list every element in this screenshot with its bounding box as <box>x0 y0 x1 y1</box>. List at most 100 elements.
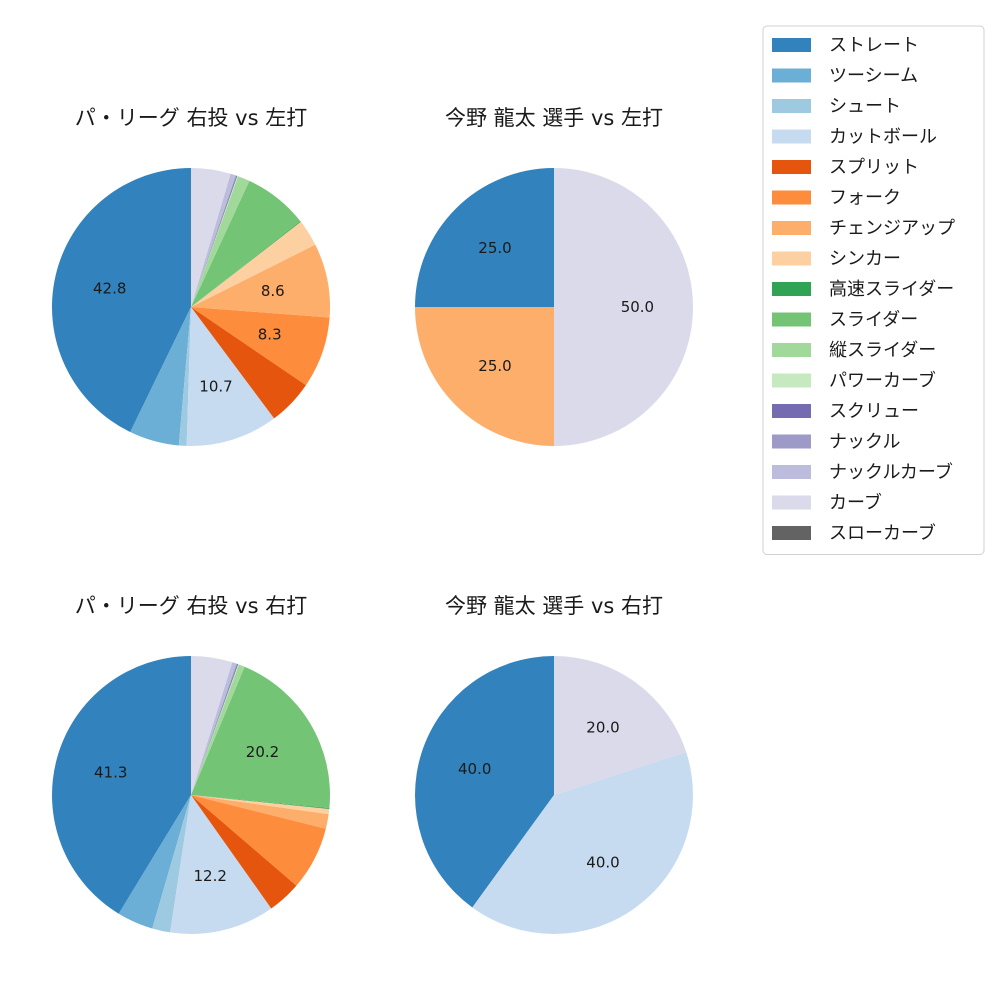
legend-label: ツーシーム <box>829 66 918 87</box>
pie-chart-4: 今野 龍太 選手 vs 右打 40.0 40.0 20.0 <box>415 594 694 934</box>
pie-slice <box>554 656 687 795</box>
legend-entry: シンカー <box>772 249 901 270</box>
pie-slice <box>191 664 245 795</box>
legend-label: スライダー <box>829 310 918 331</box>
pie-slice <box>191 662 237 795</box>
legend-label: シンカー <box>829 249 901 270</box>
pie-slice <box>191 666 330 809</box>
legend-entry: フォーク <box>772 188 901 209</box>
legend-swatch <box>772 251 811 266</box>
pie-slice <box>191 175 238 307</box>
pie-chart-3: パ・リーグ 右投 vs 右打 41.3 12.2 20.2 <box>52 594 330 934</box>
pie-slice <box>191 663 239 795</box>
legend-entry: ナックルカーブ <box>772 461 953 483</box>
legend-swatch <box>772 404 811 418</box>
pie-slice <box>186 307 275 446</box>
pie-slice <box>191 173 236 307</box>
pie-chart-2: 今野 龍太 選手 vs 左打 25.0 25.0 50.0 <box>415 106 693 446</box>
pie-slice <box>191 176 250 307</box>
chart-title: パ・リーグ 右投 vs 左打 <box>75 106 307 130</box>
legend-label: 縦スライダー <box>829 340 936 361</box>
legend-swatch <box>772 190 811 205</box>
pie-slice <box>415 168 554 307</box>
legend-swatch <box>772 68 811 83</box>
slice-label: 25.0 <box>478 357 511 375</box>
legend-entry: スローカーブ <box>772 522 936 544</box>
slice-label: 42.8 <box>93 279 126 297</box>
pie-slice <box>191 175 239 307</box>
legend-label: シュート <box>829 96 901 117</box>
pie-slice <box>118 795 191 929</box>
slice-label: 40.0 <box>586 854 619 872</box>
legend-entry: 縦スライダー <box>772 340 936 361</box>
legend-entry: チェンジアップ <box>772 218 955 239</box>
slice-label: 10.7 <box>199 378 232 396</box>
legend-label: フォーク <box>829 188 901 209</box>
legend-entry: パワーカーブ <box>772 370 936 392</box>
legend-label: カットボール <box>829 127 937 148</box>
legend-entry: シュート <box>772 96 901 117</box>
legend-swatch <box>772 129 811 144</box>
slice-label: 12.2 <box>193 867 226 885</box>
slice-label: 20.2 <box>246 743 279 761</box>
legend-swatch <box>772 99 811 113</box>
legend-swatch <box>772 495 811 510</box>
legend-swatch <box>772 465 811 479</box>
legend-swatch <box>772 343 811 357</box>
pie-slice <box>191 175 237 307</box>
legend-entry: ストレート <box>772 35 919 56</box>
chart-title: パ・リーグ 右投 vs 右打 <box>75 594 307 618</box>
pie-slice <box>191 221 301 307</box>
legend-label: ストレート <box>829 35 919 56</box>
legend-frame <box>762 25 985 555</box>
pie-slice <box>191 795 326 886</box>
legend-entry: スプリット <box>772 157 919 178</box>
slice-label: 8.6 <box>261 282 285 300</box>
legend-entry: スクリュー <box>772 401 919 422</box>
legend-label: スローカーブ <box>829 522 936 544</box>
pie-slice <box>554 168 693 446</box>
pie-slice <box>415 307 554 446</box>
legend-label: パワーカーブ <box>829 370 936 392</box>
pie-slice <box>191 168 231 307</box>
pie-slice <box>472 752 694 934</box>
legend-swatch <box>772 221 811 235</box>
pie-slice <box>191 664 239 795</box>
legend-swatch <box>772 282 811 296</box>
legend-entry: スライダー <box>772 310 918 331</box>
legend-swatch <box>772 38 811 52</box>
legend-entry: ナックル <box>772 432 900 453</box>
pie-slice <box>191 795 297 909</box>
legend-entry: カーブ <box>772 492 882 514</box>
pie-slice <box>191 221 316 307</box>
legend-entry: カットボール <box>772 127 937 148</box>
slice-label: 20.0 <box>586 719 619 737</box>
chart-title: 今野 龍太 選手 vs 右打 <box>445 594 663 618</box>
pie-slice <box>191 244 331 318</box>
slice-label: 50.0 <box>621 298 654 316</box>
legend-label: 高速スライダー <box>829 279 954 300</box>
slice-label: 41.3 <box>94 764 127 782</box>
legend-label: スクリュー <box>829 401 919 422</box>
chart-title: 今野 龍太 選手 vs 左打 <box>445 106 663 130</box>
pie-slice <box>191 180 301 307</box>
legend-entry: ツーシーム <box>772 66 918 87</box>
pie-slice <box>191 307 306 419</box>
legend-entry: 高速スライダー <box>772 279 954 300</box>
legend: ストレートツーシームシュートカットボールスプリットフォークチェンジアップシンカー… <box>762 25 985 555</box>
legend-label: スプリット <box>829 157 919 178</box>
pie-slice <box>170 795 272 934</box>
slice-label: 8.3 <box>258 326 282 344</box>
pie-slice <box>191 307 330 386</box>
pie-slice <box>191 656 233 795</box>
pie-slice <box>191 795 330 815</box>
slice-label: 25.0 <box>478 239 511 257</box>
legend-label: ナックルカーブ <box>829 461 953 483</box>
pie-slice <box>191 663 238 795</box>
pie-slice <box>415 656 554 908</box>
legend-swatch <box>772 312 811 327</box>
legend-label: カーブ <box>829 492 882 514</box>
legend-swatch <box>772 434 811 449</box>
legend-swatch <box>772 160 811 174</box>
